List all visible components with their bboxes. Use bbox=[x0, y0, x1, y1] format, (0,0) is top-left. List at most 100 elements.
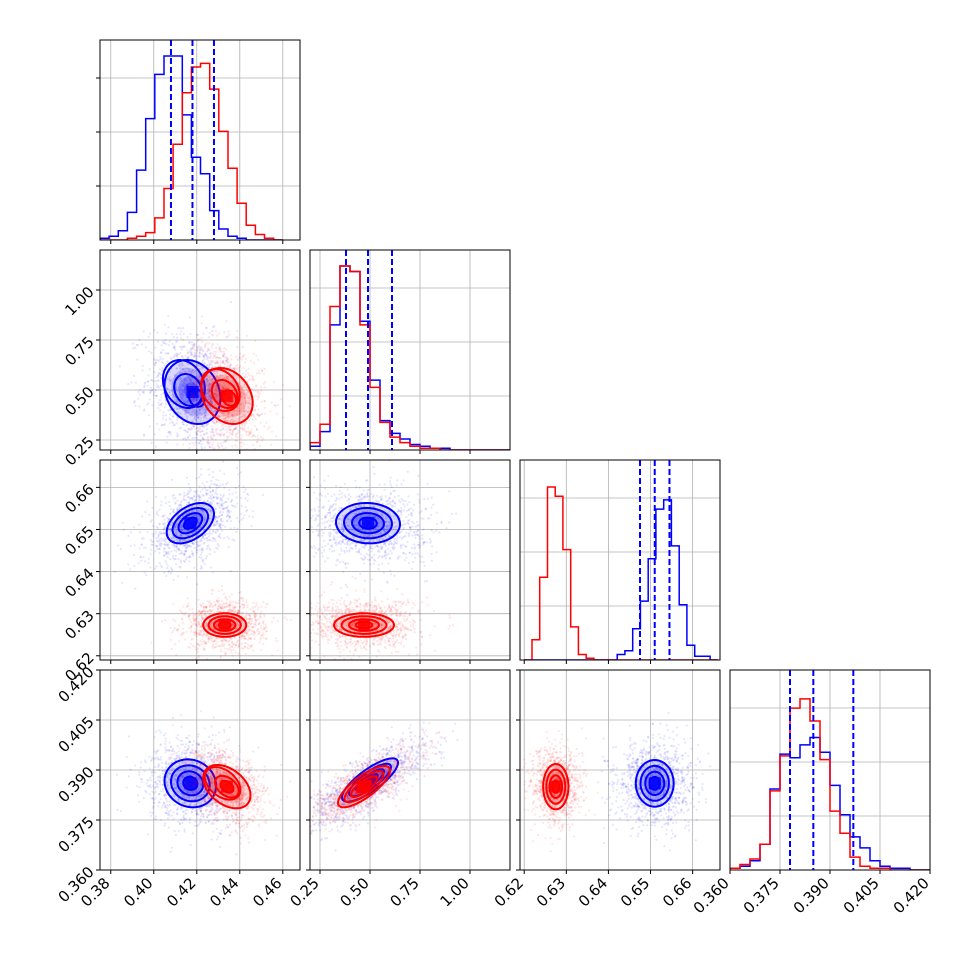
sample-point bbox=[208, 485, 211, 488]
sample-point bbox=[168, 378, 171, 381]
sample-point bbox=[219, 362, 222, 365]
sample-point bbox=[170, 631, 173, 634]
sample-point bbox=[256, 630, 259, 633]
sample-point bbox=[240, 496, 243, 499]
sample-point bbox=[232, 374, 235, 378]
sample-point bbox=[218, 511, 221, 514]
sample-point bbox=[222, 387, 225, 390]
sample-point bbox=[185, 415, 188, 418]
sample-point bbox=[192, 409, 195, 412]
sample-point bbox=[327, 532, 330, 535]
sample-point bbox=[230, 402, 233, 405]
sample-point bbox=[227, 412, 230, 415]
sample-point bbox=[222, 592, 225, 596]
sample-point bbox=[179, 379, 182, 382]
sample-point bbox=[207, 422, 210, 425]
sample-point bbox=[226, 535, 229, 538]
sample-point bbox=[247, 399, 250, 403]
sample-point bbox=[188, 408, 191, 411]
sample-point bbox=[211, 343, 214, 346]
sample-point bbox=[227, 412, 231, 415]
sample-point bbox=[208, 366, 211, 369]
sample-point bbox=[255, 441, 258, 444]
sample-point bbox=[241, 428, 245, 431]
sample-point bbox=[230, 651, 233, 654]
sample-point bbox=[211, 420, 214, 423]
sample-point bbox=[197, 598, 200, 602]
sample-point bbox=[245, 510, 248, 513]
sample-point bbox=[183, 553, 186, 556]
sample-point bbox=[162, 340, 165, 343]
sample-point bbox=[420, 517, 423, 520]
sample-point bbox=[250, 435, 254, 438]
sample-point bbox=[172, 336, 175, 339]
sample-point bbox=[364, 579, 367, 582]
sample-point bbox=[154, 394, 158, 397]
sample-point bbox=[275, 640, 278, 643]
sample-point bbox=[263, 406, 266, 409]
sample-point bbox=[204, 352, 207, 355]
sample-point bbox=[237, 639, 240, 642]
sample-point bbox=[191, 393, 194, 396]
sample-point bbox=[229, 510, 232, 513]
sample-point bbox=[184, 371, 187, 374]
sample-point bbox=[214, 404, 217, 407]
sample-point bbox=[192, 554, 195, 557]
sample-point bbox=[216, 444, 219, 447]
sample-point bbox=[190, 351, 193, 355]
sample-point bbox=[320, 494, 324, 497]
sample-point bbox=[248, 374, 251, 377]
sample-point bbox=[226, 420, 229, 423]
sample-point bbox=[237, 420, 240, 423]
sample-point bbox=[339, 542, 342, 546]
sample-point bbox=[192, 611, 195, 614]
sample-point bbox=[228, 511, 231, 514]
sample-point bbox=[203, 541, 206, 545]
sample-point bbox=[162, 381, 165, 384]
sample-point bbox=[141, 390, 144, 393]
sample-point bbox=[204, 388, 207, 391]
sample-point bbox=[164, 338, 167, 342]
sample-point bbox=[167, 351, 170, 355]
sample-point bbox=[227, 360, 230, 363]
sample-point bbox=[224, 417, 227, 420]
sample-point bbox=[223, 387, 226, 390]
sample-point bbox=[184, 382, 187, 385]
sample-point bbox=[248, 430, 252, 433]
sample-point bbox=[230, 504, 233, 507]
sample-point bbox=[242, 366, 245, 370]
sample-point bbox=[398, 536, 401, 539]
sample-point bbox=[203, 642, 206, 646]
sample-point bbox=[169, 422, 172, 425]
sample-point bbox=[259, 392, 262, 395]
sample-point bbox=[211, 329, 214, 332]
sample-point bbox=[214, 402, 217, 405]
sample-point bbox=[195, 382, 198, 385]
sample-point bbox=[182, 497, 185, 500]
sample-point bbox=[348, 550, 351, 553]
sample-point bbox=[165, 551, 168, 554]
sample-point bbox=[257, 617, 260, 621]
sample-point bbox=[194, 415, 197, 418]
sample-point bbox=[201, 640, 204, 643]
sample-point bbox=[143, 571, 146, 574]
sample-point bbox=[195, 387, 198, 390]
sample-point bbox=[175, 628, 178, 631]
sample-point bbox=[180, 348, 183, 351]
sample-point bbox=[178, 367, 181, 370]
sample-point bbox=[240, 391, 243, 394]
sample-point bbox=[246, 606, 249, 609]
sample-point bbox=[195, 379, 198, 382]
sample-point bbox=[232, 415, 235, 418]
sample-point bbox=[195, 423, 198, 426]
sample-point bbox=[203, 415, 206, 418]
sample-point bbox=[213, 480, 215, 482]
sample-point bbox=[219, 347, 222, 350]
sample-point bbox=[373, 472, 376, 476]
sample-point bbox=[209, 436, 212, 439]
sample-point bbox=[193, 342, 196, 346]
sample-point bbox=[262, 642, 265, 645]
sample-point bbox=[235, 467, 239, 470]
sample-point bbox=[335, 496, 338, 500]
sample-point bbox=[186, 435, 190, 439]
